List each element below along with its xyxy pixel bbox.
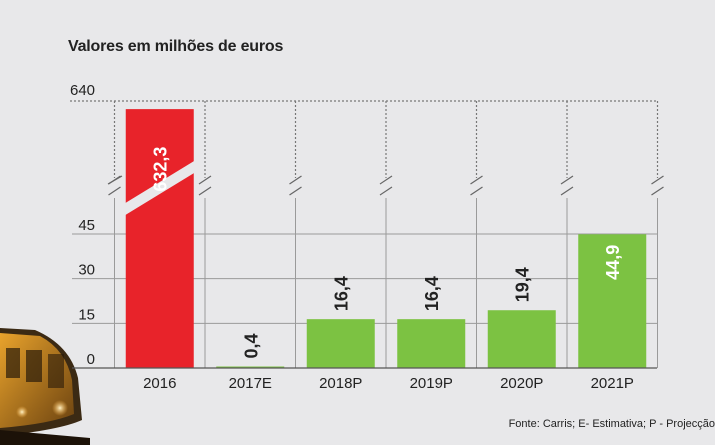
axis-break-mark (108, 186, 121, 196)
axis-break-mark (107, 175, 123, 185)
bar-value-label: 16,4 (332, 276, 352, 311)
bus-illustration (0, 328, 90, 445)
category-label: 2016 (143, 375, 176, 392)
axis-break-mark (560, 186, 574, 196)
bar-value-label: 44,9 (603, 245, 623, 280)
axis-break-mark (470, 186, 483, 196)
bar (216, 366, 285, 368)
bar-value-label: 632,3 (151, 147, 171, 192)
axis-break-mark (470, 175, 483, 185)
bar-value-label: 19,4 (513, 267, 533, 302)
y-tick-label: 45 (78, 217, 95, 234)
y-top-label: 640 (70, 82, 95, 99)
bar-value-label: 0,4 (241, 333, 261, 358)
axis-break-mark (198, 186, 212, 196)
y-tick-label: 15 (78, 306, 95, 323)
bar (397, 319, 466, 368)
category-label: 2018P (319, 375, 362, 392)
category-label: 2020P (500, 375, 543, 392)
axis-break-mark (379, 175, 393, 185)
axis-break-mark (379, 186, 393, 196)
bar (306, 319, 375, 368)
bar (125, 109, 194, 369)
y-tick-label: 0 (87, 351, 95, 368)
bar (487, 310, 556, 368)
axis-break-mark (651, 175, 664, 185)
chart-title: Valores em milhões de euros (68, 38, 284, 55)
bar-value-label: 16,4 (422, 276, 442, 311)
axis-break-mark (289, 186, 302, 196)
source-note: Fonte: Carris; E- Estimativa; P - Projec… (508, 418, 715, 430)
axis-break-mark (198, 175, 212, 185)
category-label: 2021P (591, 375, 634, 392)
axis-break-mark (289, 175, 302, 185)
bar-break-band (123, 160, 196, 216)
axis-break-mark (651, 186, 664, 196)
y-tick-label: 30 (78, 262, 95, 279)
category-label: 2019P (410, 375, 453, 392)
axis-break-mark (560, 175, 574, 185)
category-label: 2017E (229, 375, 272, 392)
bar (578, 234, 647, 368)
